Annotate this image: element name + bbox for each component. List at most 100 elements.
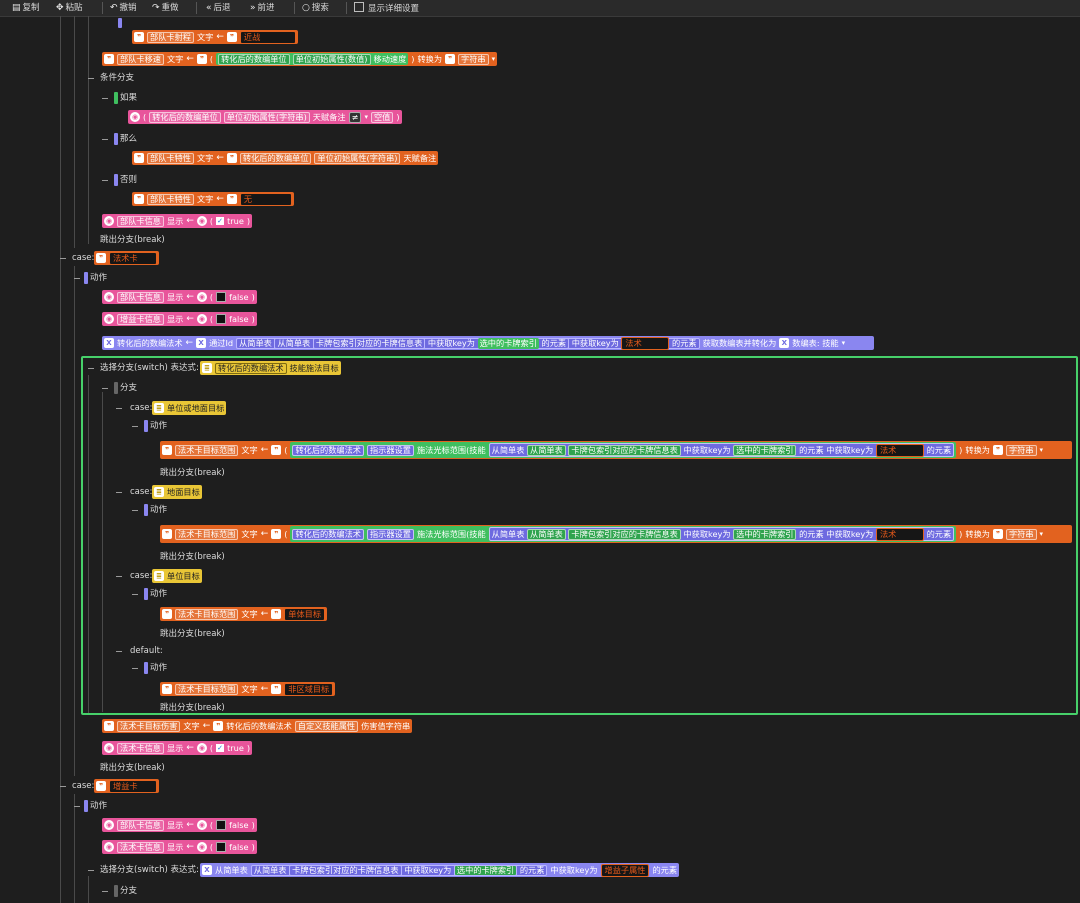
case-unit-target[interactable]: ≣ 单位目标 [152, 569, 202, 583]
else-marker [114, 174, 118, 186]
quote-icon: ❞ [226, 32, 237, 42]
cursor-range-expr[interactable]: 转化后的数编法术 指示器设置 施法光标范围(技能 从简单表 从简单表 卡牌包索引… [290, 442, 957, 458]
tree-guide [60, 16, 61, 903]
assign-unit-range-block[interactable]: ❞ 部队卡射程 文字 ← ❞ 近战 [132, 30, 298, 44]
break-label: 跳出分支(break) [160, 468, 225, 478]
search-button[interactable]: ○ 搜索 [302, 3, 329, 13]
quote-icon: ❞ [271, 445, 282, 455]
chevron-down-icon[interactable]: ▾ [1039, 530, 1044, 538]
checkbox-unchecked-icon[interactable] [216, 292, 227, 302]
tree-guide [88, 375, 89, 715]
undo-button[interactable]: ↶ 撤销 [110, 3, 137, 13]
quote-icon: ❞ [162, 529, 172, 539]
branch-marker [114, 885, 118, 897]
checkbox-unchecked-icon[interactable] [216, 314, 227, 324]
collapse-toggle[interactable] [116, 651, 122, 652]
assign-unit-trait-none-block[interactable]: ❞ 部队卡特性 文字 ← ❞ 无 [132, 192, 294, 206]
arrow-left-icon: ← [260, 529, 269, 539]
case-ground-target[interactable]: ≣ 地面目标 [152, 485, 202, 499]
detail-checkbox[interactable]: 显示详细设置 [354, 2, 419, 14]
case-spell-card-value[interactable]: ❞ 法术卡 [94, 251, 159, 265]
action-label: 动作 [150, 505, 168, 515]
case-unit-or-ground[interactable]: ≣ 单位或地面目标 [152, 401, 227, 415]
collapse-toggle[interactable] [116, 576, 122, 577]
show-spell-info-block[interactable]: ◉ 法术卡信息 显示 ← ◉ (✓ true) [102, 741, 253, 755]
collapse-toggle[interactable] [116, 408, 122, 409]
eye-icon: ◉ [130, 112, 140, 122]
else-label: 否则 [120, 175, 138, 185]
assign-spell-damage-block[interactable]: ❞ 法术卡目标伤害 文字 ← ❞ 转化后的数编法术 自定义技能属性 伤害值字符串 [102, 719, 413, 733]
chevron-down-icon[interactable]: ▾ [1039, 446, 1044, 454]
forward-button[interactable]: » 前进 [250, 3, 275, 13]
action-marker [84, 800, 88, 812]
tree-guide [74, 266, 75, 776]
collapse-toggle[interactable] [116, 492, 122, 493]
redo-button[interactable]: ↷ 重做 [152, 3, 179, 13]
eye-icon: ◉ [104, 216, 114, 226]
if-condition-block[interactable]: ◉ ( 转化后的数编单位 单位初始属性(字符串) 天赋备注 ≠ ▾ 空值 ) [128, 110, 402, 124]
collapse-toggle[interactable] [102, 891, 108, 892]
paste-icon: ✥ [56, 3, 64, 13]
collapse-toggle[interactable] [88, 368, 94, 369]
action-marker [144, 588, 148, 600]
cursor-range-expr[interactable]: 转化后的数编法术 指示器设置 施法光标范围(技能 从简单表 从简单表 卡牌包索引… [290, 526, 957, 542]
collapse-toggle[interactable] [132, 510, 138, 511]
collapse-toggle[interactable] [102, 139, 108, 140]
show-unit-info-block[interactable]: ◉ 部队卡信息 显示 ← ◉ (✓ true) [102, 214, 253, 228]
forward-icon: » [250, 3, 256, 13]
hide-unit-info-block[interactable]: ◉ 部队卡信息 显示 ← ◉ ( false) [102, 290, 257, 304]
collapse-toggle[interactable] [60, 786, 66, 787]
collapse-toggle[interactable] [132, 668, 138, 669]
eye-icon: ◉ [196, 216, 207, 226]
collapse-toggle[interactable] [102, 180, 108, 181]
switch-expression[interactable]: ≣ 转化后的数编法术 技能施法目标 [200, 361, 341, 375]
quote-icon: ❞ [271, 684, 282, 694]
chevron-down-icon[interactable]: ▾ [364, 113, 368, 121]
tree-guide [74, 794, 75, 903]
assign-unit-move-block[interactable]: ❞ 部队卡移速 文字 ← ❞ ( 转化后的数编单位 单位初始属性(数值) 移动速… [102, 52, 498, 66]
collapse-toggle[interactable] [102, 388, 108, 389]
arrow-left-icon: ← [185, 338, 194, 348]
assign-unit-trait-block[interactable]: ❞ 部队卡特性 文字 ← ❞ 转化后的数编单位 单位初始属性(字符串) 天赋备注 [132, 151, 439, 165]
collapse-toggle[interactable] [74, 278, 80, 279]
arrow-left-icon: ← [186, 314, 194, 324]
collapse-toggle[interactable] [88, 870, 94, 871]
case-label: case: [130, 571, 153, 581]
back-button[interactable]: «后退 [206, 3, 231, 13]
collapse-toggle[interactable] [60, 258, 66, 259]
switch-label: 选择分支(switch) 表达式: [100, 865, 199, 875]
assign-spell-range-block[interactable]: ❞ 法术卡目标范围 文字 ← ❞ ( 转化后的数编法术 指示器设置 施法光标范围… [160, 525, 1072, 543]
chevron-down-icon[interactable]: ▾ [491, 55, 496, 63]
assign-spell-range-block[interactable]: ❞ 法术卡目标范围 文字 ← ❞ ( 转化后的数编法术 指示器设置 施法光标范围… [160, 441, 1072, 459]
hide-unit-info-block[interactable]: ◉ 部队卡信息 显示 ← ◉ ( false) [102, 818, 257, 832]
quote-icon: ❞ [271, 609, 282, 619]
paste-button[interactable]: ✥ 粘贴 [56, 3, 83, 13]
checkbox-unchecked-icon[interactable] [216, 820, 227, 830]
assign-non-area-block[interactable]: ❞ 法术卡目标范围 文字 ← ❞ 非区域目标 [160, 682, 336, 696]
collapse-toggle[interactable] [88, 78, 94, 79]
tree-guide [88, 16, 89, 244]
arrow-left-icon: ← [186, 743, 194, 753]
checkbox-checked-icon[interactable]: ✓ [216, 217, 225, 225]
action-marker [84, 272, 88, 284]
checkbox-checked-icon[interactable]: ✓ [216, 744, 225, 752]
assign-single-target-block[interactable]: ❞ 法术卡目标范围 文字 ← ❞ 单体目标 [160, 607, 328, 621]
hide-spell-info-block[interactable]: ◉ 法术卡信息 显示 ← ◉ ( false) [102, 840, 257, 854]
copy-icon: ▤ [12, 3, 21, 13]
id-expression[interactable]: 从简单表 从简单表 卡牌包索引对应的卡牌信息表 中获取key为 选中的卡牌索引 … [236, 336, 700, 350]
switch-buff-expression[interactable]: X 从简单表 从简单表 卡牌包索引对应的卡牌信息表 中获取key为 选中的卡牌索… [200, 863, 680, 877]
switch-label: 选择分支(switch) 表达式: [100, 363, 199, 373]
hide-buff-info-block[interactable]: ◉ 增益卡信息 显示 ← ◉ ( false) [102, 312, 257, 326]
toolbar: ▤ 复制 ✥ 粘贴 ↶ 撤销 ↷ 重做 «后退 » 前进 ○ 搜索 显示详细设置 [0, 0, 1080, 17]
case-buff-card-value[interactable]: ❞ 增益卡 [94, 779, 159, 793]
then-marker [114, 133, 118, 145]
chevron-down-icon[interactable]: ▾ [841, 339, 846, 347]
collapse-toggle[interactable] [74, 806, 80, 807]
collapse-toggle[interactable] [132, 594, 138, 595]
collapse-toggle[interactable] [132, 426, 138, 427]
assign-converted-spell-block[interactable]: X 转化后的数编法术 ← X 通过Id 从简单表 从简单表 卡牌包索引对应的卡牌… [102, 336, 874, 350]
move-speed-attr[interactable]: 转化后的数编单位 单位初始属性(数值) 移动速度 [216, 53, 409, 65]
collapse-toggle[interactable] [102, 98, 108, 99]
checkbox-unchecked-icon[interactable] [216, 842, 227, 852]
copy-button[interactable]: ▤ 复制 [12, 3, 40, 13]
